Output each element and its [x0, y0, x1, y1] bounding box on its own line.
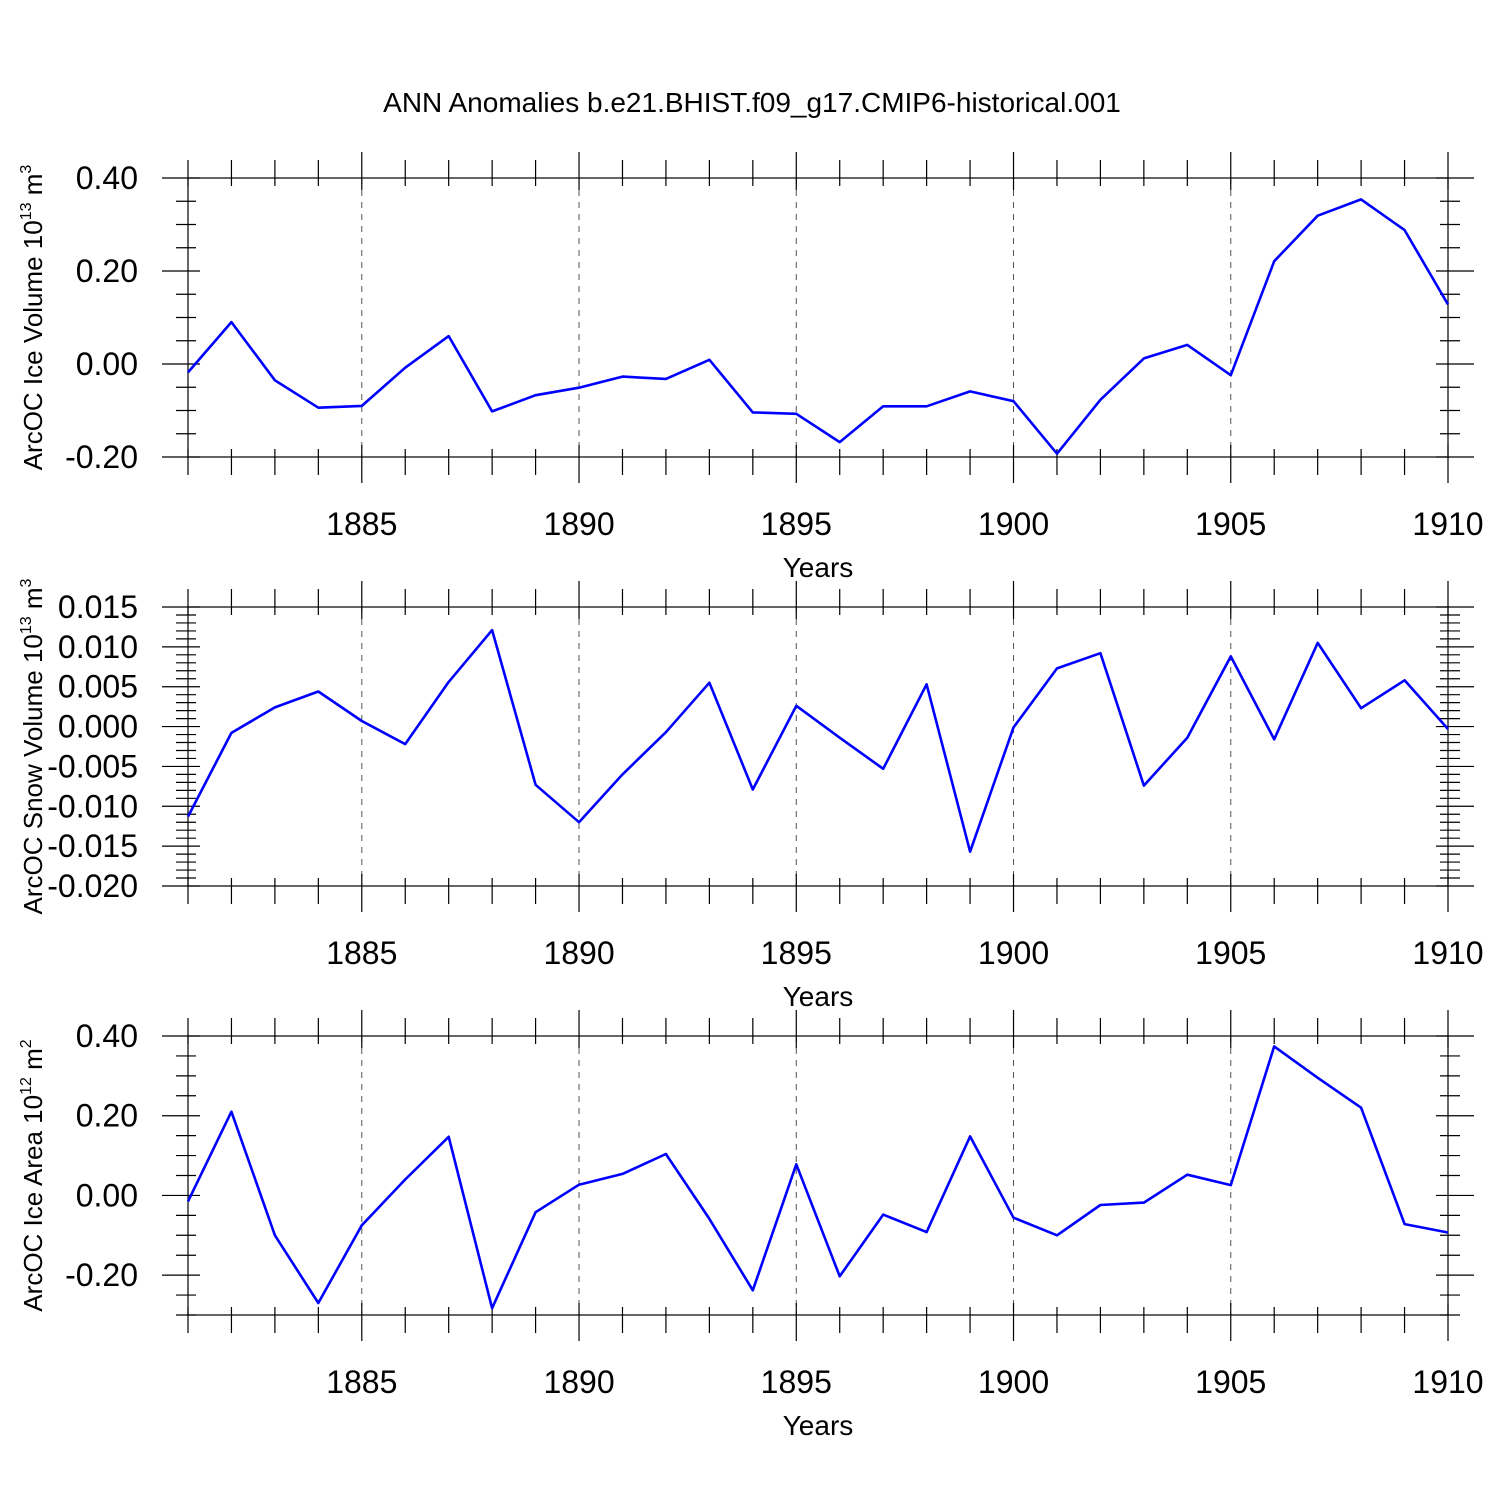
- y-tick-label: -0.005: [47, 748, 138, 784]
- x-tick-label: 1910: [1412, 935, 1483, 971]
- y-tick-label: 0.00: [76, 346, 138, 382]
- x-tick-label: 1905: [1195, 506, 1266, 542]
- y-tick-label: 0.00: [76, 1177, 138, 1213]
- y-tick-label: 0.010: [58, 629, 138, 665]
- plot-frame: [187, 1035, 1449, 1316]
- y-axis-label-text: ArcOC Ice Area 10: [18, 1095, 48, 1312]
- x-tick-label: 1905: [1195, 1364, 1266, 1400]
- x-tick-label: 1885: [326, 506, 397, 542]
- y-tick-label: 0.005: [58, 669, 138, 705]
- x-tick-label: 1900: [978, 506, 1049, 542]
- y-tick-label: 0.40: [76, 1018, 138, 1054]
- y-axis-label-text: m: [18, 174, 48, 203]
- y-axis-label-superscript: 3: [18, 165, 35, 174]
- y-axis-label: ArcOC Ice Volume 1013 m3: [18, 165, 48, 471]
- x-tick-label: 1910: [1412, 506, 1483, 542]
- y-tick-label: 0.20: [76, 1098, 138, 1134]
- y-axis-label-superscript: 2: [18, 1039, 35, 1048]
- y-axis-label-text: ArcOC Ice Volume 10: [18, 220, 48, 470]
- y-axis-label-superscript: 3: [18, 578, 35, 587]
- y-axis-label-text: ArcOC Snow Volume 10: [18, 634, 48, 914]
- series-line-2: [186, 628, 1449, 854]
- y-tick-label: 0.015: [58, 589, 138, 625]
- y-tick-label: -0.010: [47, 788, 138, 824]
- y-axis-label-text: m: [18, 1048, 48, 1077]
- x-tick-label: 1895: [761, 1364, 832, 1400]
- plot-frame: [187, 606, 1449, 887]
- x-tick-label: 1885: [326, 935, 397, 971]
- series-line-3: [186, 1045, 1449, 1310]
- x-axis-label: Years: [783, 1410, 854, 1441]
- panel-3: 1885 1890 1895 1900 1905 1910 Years -0.20 0.00 0.…: [18, 1010, 1484, 1441]
- y-axis-label: ArcOC Snow Volume 1013 m3: [18, 578, 48, 914]
- x-tick-label: 1900: [978, 1364, 1049, 1400]
- x-axis-label: Years: [783, 552, 854, 583]
- panel-1: 1885 1890 1895 1900 1905 1910 Years -0.20 0.00 0.…: [18, 152, 1484, 583]
- y-tick-label: 0.000: [58, 709, 138, 745]
- x-tick-label: 1895: [761, 506, 832, 542]
- series-line-1: [187, 198, 1450, 456]
- y-axis-label-text: m: [18, 587, 48, 616]
- y-tick-label: -0.20: [65, 439, 138, 475]
- y-axis-label-superscript: 13: [18, 202, 35, 220]
- x-tick-label: 1900: [978, 935, 1049, 971]
- plot-frame: [187, 177, 1449, 458]
- x-tick-label: 1895: [761, 935, 832, 971]
- y-tick-label: 0.20: [76, 253, 138, 289]
- y-tick-label: -0.020: [47, 868, 138, 904]
- x-tick-label: 1905: [1195, 935, 1266, 971]
- panel-2: 1885 1890 1895 1900 1905 1910 Years -0.020 -0.01…: [18, 578, 1484, 1012]
- x-tick-label: 1890: [543, 935, 614, 971]
- x-tick-label: 1890: [543, 1364, 614, 1400]
- x-tick-label: 1885: [326, 1364, 397, 1400]
- x-axis-label: Years: [783, 981, 854, 1012]
- y-axis-label-superscript: 12: [18, 1077, 35, 1095]
- y-tick-label: -0.015: [47, 828, 138, 864]
- x-tick-label: 1910: [1412, 1364, 1483, 1400]
- y-tick-label: 0.40: [76, 160, 138, 196]
- y-axis-label: ArcOC Ice Area 1012 m2: [18, 1039, 48, 1311]
- x-tick-label: 1890: [543, 506, 614, 542]
- y-axis-label-superscript: 13: [18, 616, 35, 634]
- chart-title: ANN Anomalies b.e21.BHIST.f09_g17.CMIP6-…: [383, 87, 1121, 118]
- y-tick-label: -0.20: [65, 1257, 138, 1293]
